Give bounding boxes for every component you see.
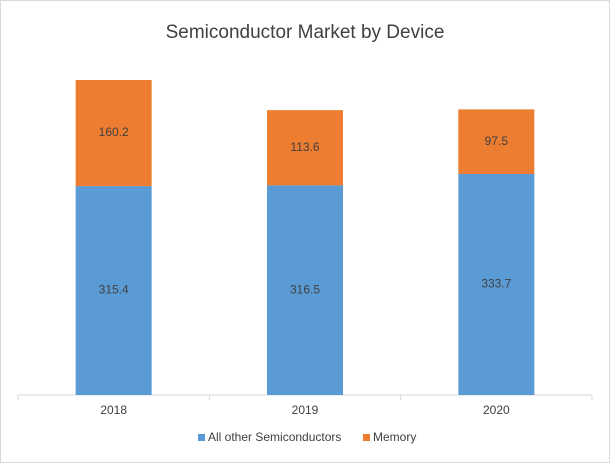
- bar-segment: [458, 173, 535, 395]
- legend-swatch: [198, 434, 205, 441]
- legend-swatch: [363, 434, 370, 441]
- x-tick-label: 2020: [483, 403, 510, 417]
- bar-segment: [75, 186, 152, 395]
- data-label: 160.2: [99, 125, 129, 139]
- legend-label: All other Semiconductors: [208, 430, 341, 444]
- chart-title: Semiconductor Market by Device: [166, 22, 445, 43]
- data-label: 315.4: [99, 283, 129, 297]
- x-tick-label: 2019: [292, 403, 319, 417]
- data-label: 97.5: [485, 134, 509, 148]
- bar-segment: [458, 109, 535, 174]
- bar-segment: [267, 185, 343, 395]
- legend-label: Memory: [373, 430, 416, 444]
- bar-segment: [75, 80, 152, 187]
- data-label: 113.6: [290, 140, 319, 154]
- x-tick-label: 2018: [100, 403, 127, 417]
- data-label: 333.7: [481, 277, 511, 291]
- bar-segment: [267, 110, 343, 186]
- data-label: 316.5: [290, 282, 320, 296]
